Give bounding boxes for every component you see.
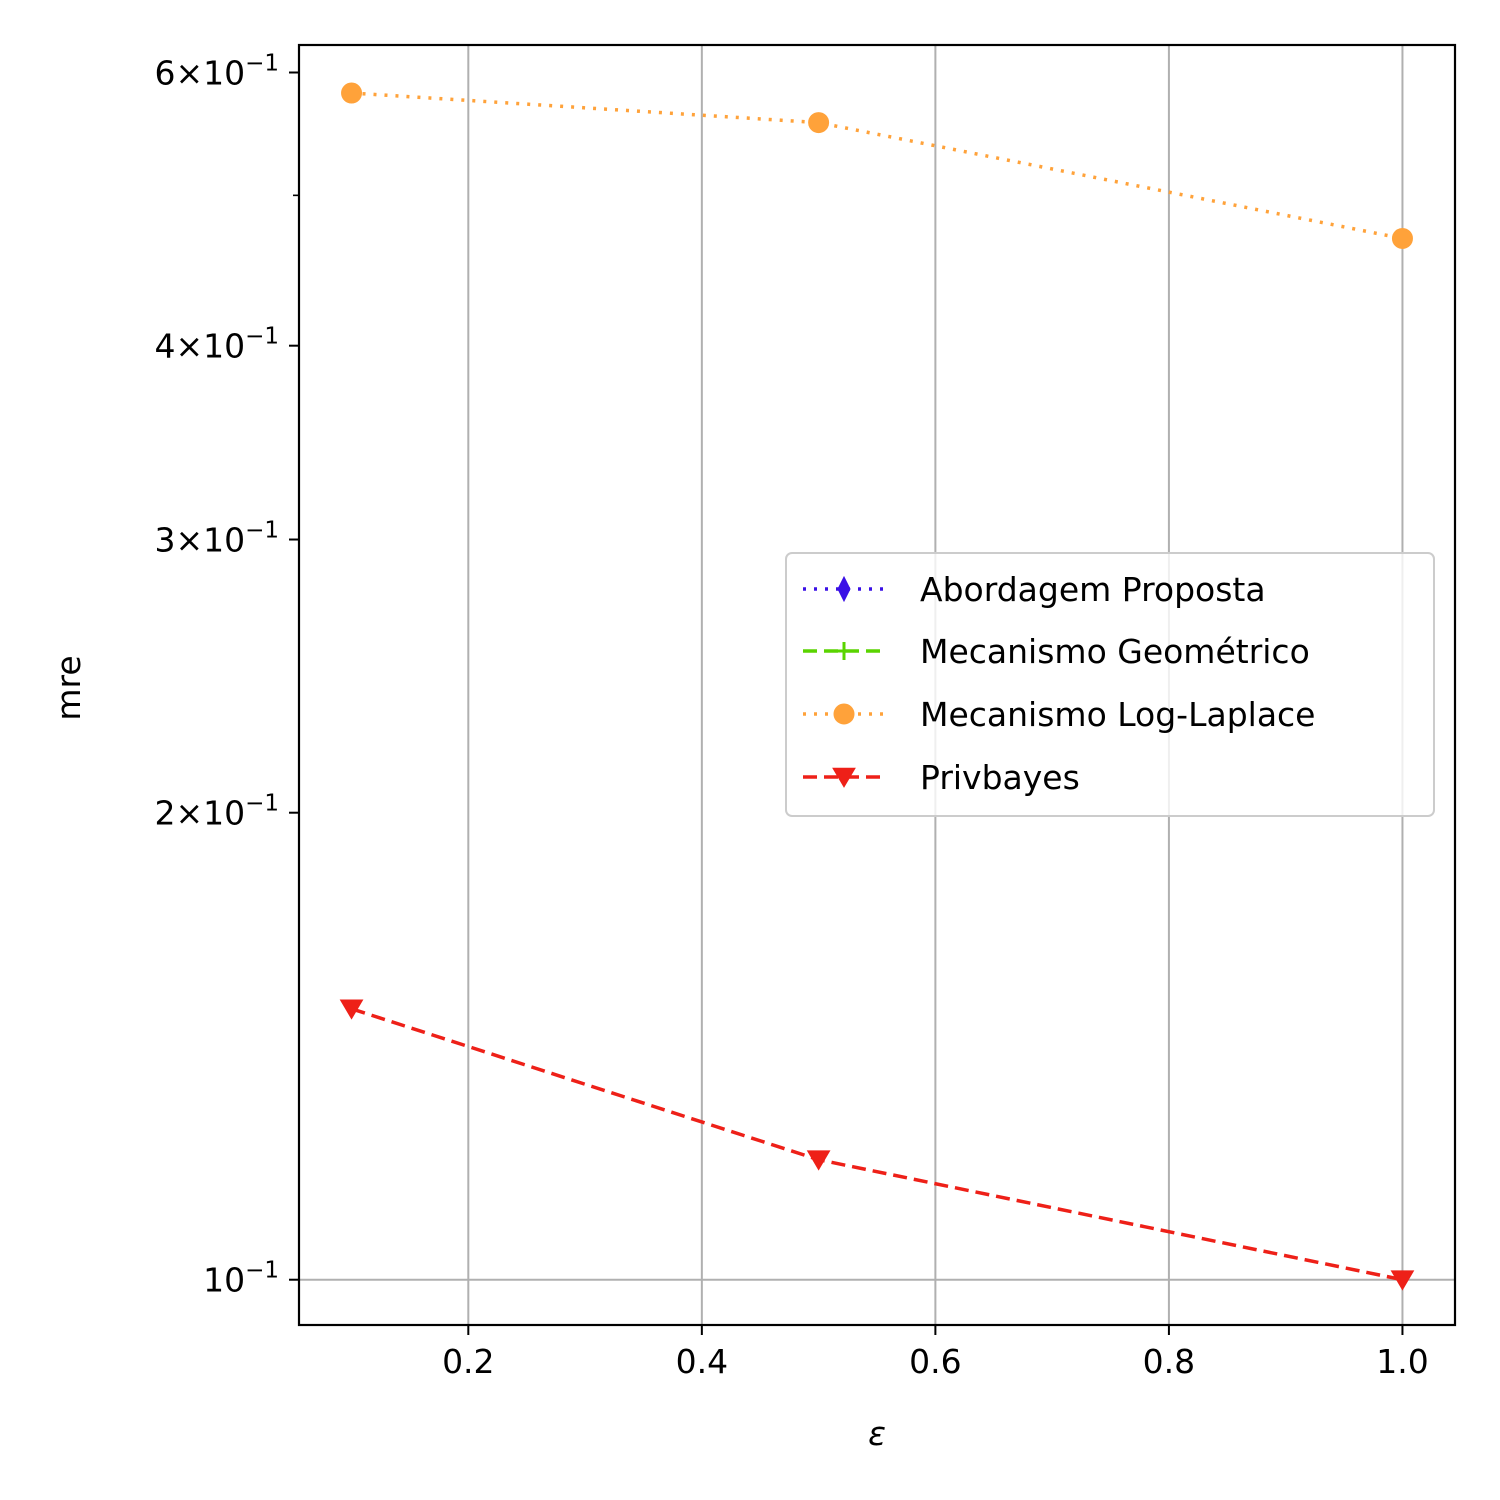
plot-area-frame xyxy=(297,43,1457,1327)
y-tick-label: 4×10−1 xyxy=(154,324,279,366)
legend-entry: Privbayes xyxy=(803,758,1080,797)
y-tick-label: 2×10−1 xyxy=(154,791,279,833)
data-point xyxy=(806,1150,831,1171)
legend-marker xyxy=(837,575,851,603)
data-point xyxy=(339,999,364,1020)
data-point xyxy=(1391,227,1413,249)
legend-label: Mecanismo Geométrico xyxy=(920,632,1310,671)
data-point xyxy=(808,112,830,134)
x-axis-ticks: 0.2 0.4 0.6 0.8 1.0 xyxy=(442,1325,1429,1381)
x-tick-label: 0.2 xyxy=(442,1342,494,1381)
series-privbayes xyxy=(339,999,1415,1291)
legend-label: Privbayes xyxy=(920,758,1080,797)
y-axis-label: mre xyxy=(49,655,88,720)
x-tick-label: 1.0 xyxy=(1376,1342,1428,1381)
plot-series xyxy=(339,82,1415,1291)
series-mecanismo-log-laplace xyxy=(341,82,1413,249)
legend-box xyxy=(785,552,1435,817)
y-tick-label: 3×10−1 xyxy=(154,518,279,560)
legend-entry: Abordagem Proposta xyxy=(803,570,1266,609)
x-tick-label: 0.6 xyxy=(909,1342,961,1381)
legend-label: Abordagem Proposta xyxy=(920,570,1266,609)
legend: Abordagem Proposta Mecanismo Geométrico Me… xyxy=(785,552,1435,817)
y-axis-ticks: 10−1 2×10−1 3×10−1 4×10−1 6×10−1 xyxy=(154,51,299,1300)
data-point xyxy=(1390,1270,1415,1291)
series-line xyxy=(351,1007,1403,1282)
legend-entry: Mecanismo Geométrico xyxy=(803,632,1310,671)
legend-entry: Mecanismo Log-Laplace xyxy=(803,695,1315,734)
data-point xyxy=(341,82,363,104)
series-line xyxy=(351,91,1403,241)
x-tick-label: 0.4 xyxy=(676,1342,728,1381)
y-tick-label: 6×10−1 xyxy=(154,51,279,93)
legend-marker xyxy=(833,703,855,725)
x-tick-label: 0.8 xyxy=(1143,1342,1195,1381)
y-tick-label: 10−1 xyxy=(203,1258,279,1300)
x-axis-label: ε xyxy=(868,1414,886,1453)
legend-marker xyxy=(835,642,853,660)
legend-marker xyxy=(832,767,856,788)
legend-label: Mecanismo Log-Laplace xyxy=(920,695,1315,734)
